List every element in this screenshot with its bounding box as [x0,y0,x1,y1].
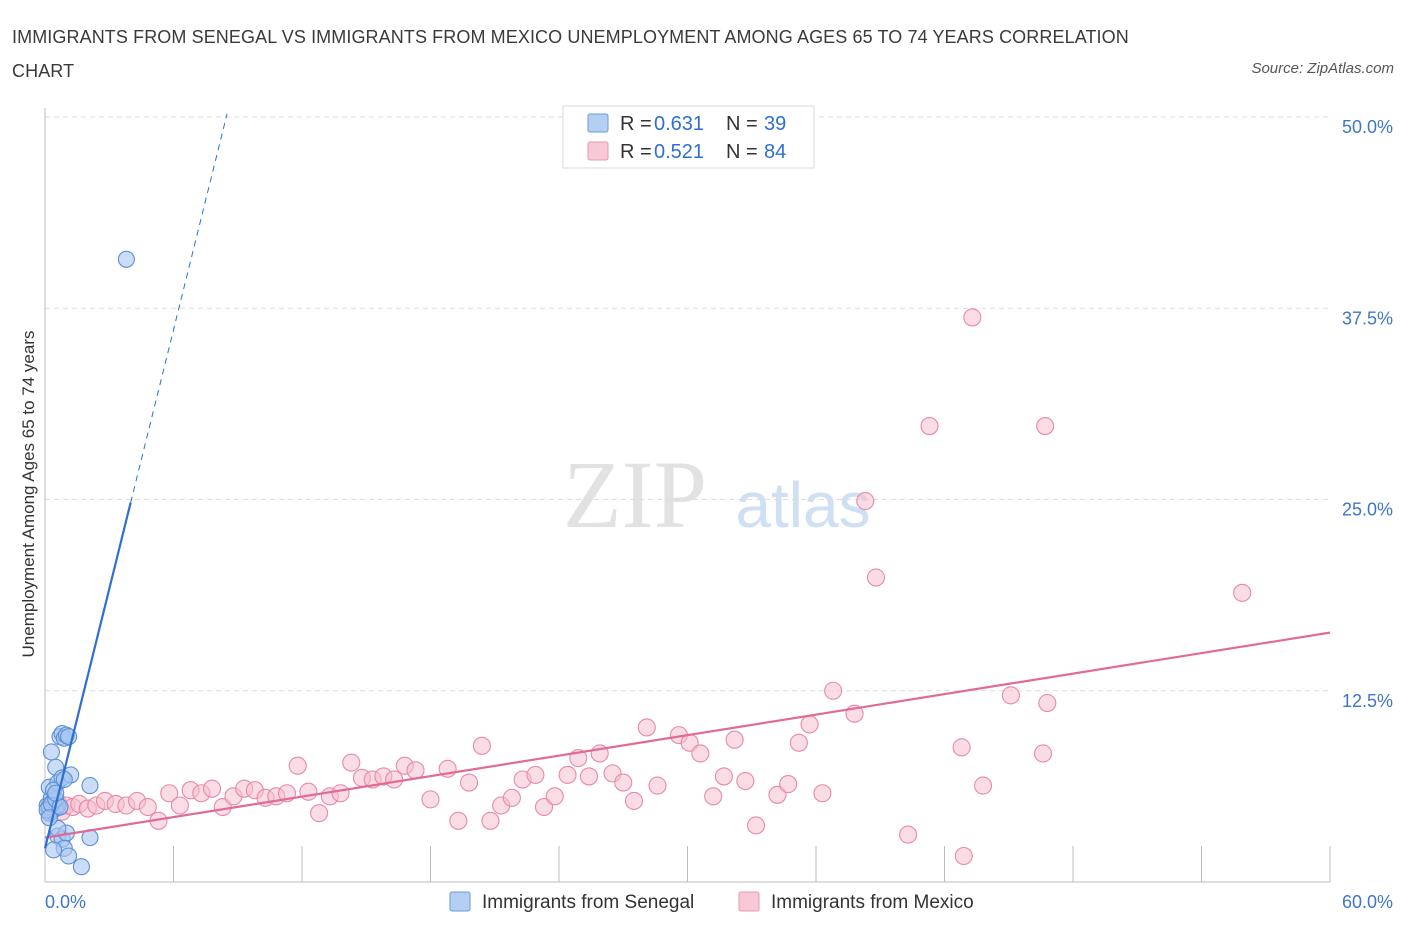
point-mexico [614,773,633,792]
series-senegal-points [38,250,135,876]
point-senegal [42,743,60,761]
y-tick-labels: 12.5% 25.0% 37.5% 50.0% [1342,117,1393,711]
point-mexico [299,782,318,801]
stats-senegal-r-value: 0.631 [654,113,704,135]
point-mexico [1038,693,1057,713]
y-tick-label: 25.0% [1342,500,1393,520]
point-senegal [72,858,90,876]
point-mexico [1001,686,1020,705]
x-tick-labels: 0.0% 60.0% [45,892,1393,912]
stats-mexico-n-label: N = [726,141,758,163]
point-mexico [691,744,710,763]
x-tick-label-min: 0.0% [45,892,86,912]
trendline-mexico [44,631,1331,839]
point-mexico [310,804,329,823]
point-mexico [899,825,918,844]
chart-title: IMMIGRANTS FROM SENEGAL VS IMMIGRANTS FR… [12,27,1129,81]
point-mexico [952,738,971,757]
point-mexico [472,736,491,755]
point-mexico [138,797,157,817]
point-senegal [60,847,78,865]
point-mexico [1233,583,1252,602]
point-mexico [813,784,832,803]
y-tick-label: 37.5% [1342,308,1393,328]
axes [44,108,1331,883]
point-mexico [385,770,404,789]
point-mexico [856,491,875,511]
point-senegal [81,777,99,795]
point-mexico [789,733,808,752]
point-mexico [736,771,755,791]
point-mexico [963,308,982,327]
point-mexico [481,811,500,830]
point-mexico [866,568,886,587]
point-mexico [725,730,744,749]
watermark-atlas: atlas [735,469,870,541]
series-mexico-points [40,308,1252,866]
point-senegal [47,784,65,802]
stats-senegal-n-value: 39 [764,113,786,135]
legend-mexico-label: Immigrants from Mexico [771,892,974,913]
point-mexico [800,715,819,734]
legend-mexico-swatch [738,891,760,912]
source-label: Source: ZipAtlas.com [1251,60,1394,77]
point-mexico [160,784,179,803]
point-mexico [502,788,521,807]
point-mexico [545,787,564,806]
point-mexico [954,846,973,866]
y-axis-label: Unemployment Among Ages 65 to 74 years [19,331,38,658]
trend-lines [43,113,1331,849]
y-tick-label: 12.5% [1342,691,1393,711]
point-mexico [704,787,723,806]
point-mexico [579,767,599,786]
stats-legend-senegal-swatch [587,113,609,133]
x-tick-label-max: 60.0% [1342,892,1393,912]
point-mexico [526,765,545,784]
legend-senegal-label: Immigrants from Senegal [482,892,694,913]
point-mexico [331,784,350,803]
stats-legend-mexico-swatch [587,141,609,161]
stats-legend: R = 0.631 N = 39 R = 0.521 N = 84 [562,105,815,169]
point-mexico [203,779,222,798]
point-mexico [288,756,307,775]
point-mexico [406,761,425,780]
point-mexico [648,776,667,795]
watermark-zip: ZIP [563,441,707,548]
trendline-senegal-extension [130,113,228,503]
point-mexico [170,796,189,815]
point-mexico [768,785,787,804]
series-legend: Immigrants from Senegal Immigrants from … [449,891,974,913]
point-mexico [624,791,644,810]
point-mexico [920,417,939,436]
y-tick-label: 50.0% [1342,117,1393,137]
point-mexico [779,775,798,794]
point-mexico [637,718,656,737]
point-mexico [449,811,468,830]
point-senegal [45,841,63,859]
point-mexico [1033,744,1053,763]
point-mexico [1036,417,1055,436]
point-mexico [746,816,766,835]
point-mexico [824,681,843,700]
trendline-senegal [43,502,132,849]
gridlines [45,116,1330,692]
stats-senegal-n-label: N = [726,113,758,135]
point-mexico [459,773,479,792]
point-mexico [973,776,993,795]
point-mexico [534,797,554,817]
stats-mexico-r-value: 0.521 [654,141,704,163]
point-mexico [714,767,733,786]
point-mexico [342,753,361,772]
legend-senegal-swatch [449,891,471,912]
stats-mexico-r-label: R = [620,141,652,163]
point-mexico [421,790,440,809]
point-senegal [117,250,135,268]
stats-senegal-r-label: R = [620,113,652,135]
point-mexico [558,765,577,784]
stats-mexico-n-value: 84 [764,141,786,163]
